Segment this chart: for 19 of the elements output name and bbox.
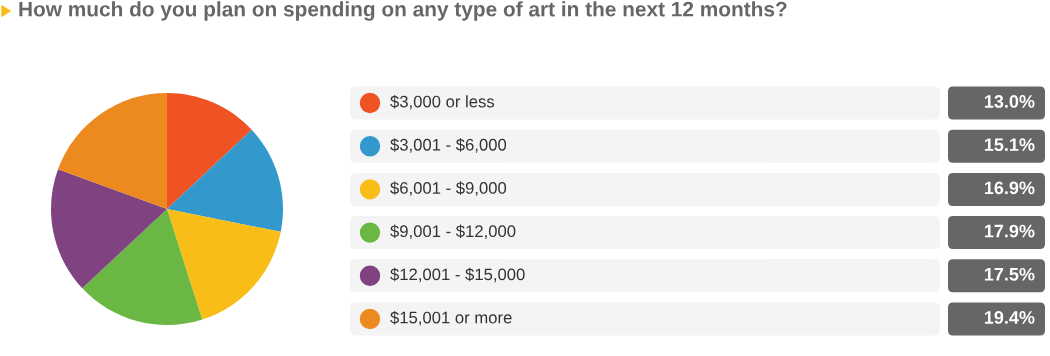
legend-label: $15,001 or more	[390, 310, 512, 326]
legend-label: $9,001 - $12,000	[390, 224, 516, 240]
data-label: 19.4%	[984, 311, 1035, 324]
pie-slice	[51, 169, 167, 289]
pie-slice	[167, 129, 283, 232]
data-label: 17.5%	[984, 267, 1035, 281]
data-label: 13.0%	[984, 95, 1035, 108]
data-label: 17.9%	[984, 224, 1035, 238]
chart-title: How much do you plan on spending on any type of art in the next 12 months?	[19, 1, 787, 21]
pie-slice	[58, 93, 167, 209]
pie-slice	[167, 93, 252, 209]
data-label: 15.1%	[984, 138, 1035, 152]
legend-label: $3,000 or less	[390, 94, 495, 110]
pie-slice	[82, 209, 203, 325]
data-label: 16.9%	[984, 181, 1035, 195]
legend-label: $12,001 - $15,000	[390, 267, 525, 283]
legend-label: $3,001 - $6,000	[390, 138, 507, 153]
pie-slice	[167, 209, 281, 320]
legend-label: $6,001 - $9,000	[390, 181, 507, 196]
